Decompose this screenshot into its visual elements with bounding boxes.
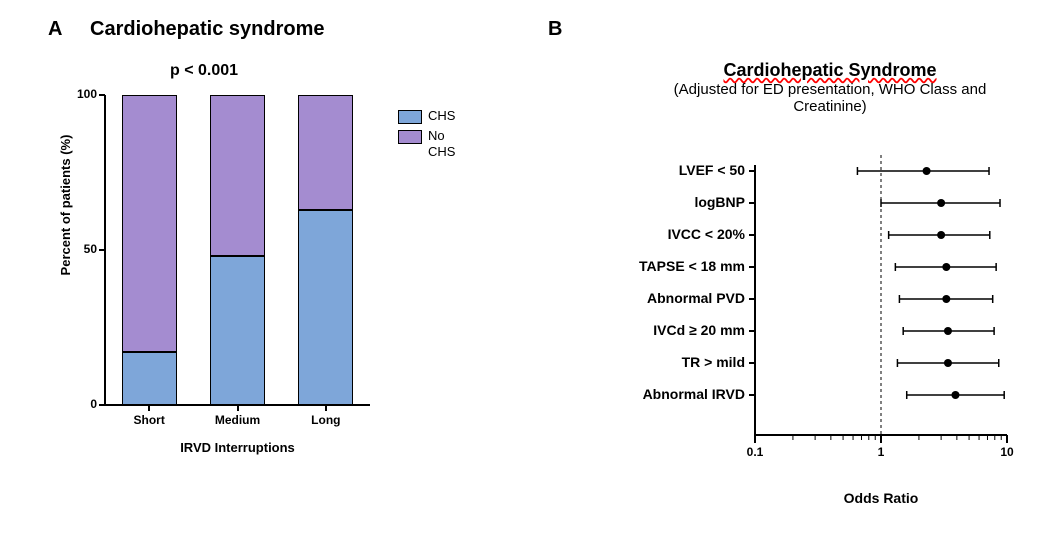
- panelA-xaxis-title: IRVD Interruptions: [105, 440, 370, 455]
- forest-marker: [944, 327, 952, 335]
- forest-xtick-label: 1: [861, 445, 901, 459]
- legend-swatch: [398, 130, 422, 144]
- panelA-chart: 050100ShortMediumLong: [105, 95, 370, 405]
- bar-segment: [122, 352, 177, 405]
- panelA-xtick: [148, 405, 150, 411]
- forest-marker: [923, 167, 931, 175]
- panelA-xtick-label: Long: [291, 413, 361, 427]
- panelA-xtick: [237, 405, 239, 411]
- panelA-ytick: [99, 249, 105, 251]
- forest-row-label: Abnormal IRVD: [580, 386, 745, 402]
- panelB-title-line2: (Adjusted for ED presentation, WHO Class…: [660, 81, 1000, 115]
- forest-marker: [951, 391, 959, 399]
- forest-row-label: logBNP: [580, 194, 745, 210]
- panelA-ytick: [99, 94, 105, 96]
- panelB-title-line1: Cardiohepatic Syndrome: [660, 60, 1000, 81]
- forest-row-label: IVCd ≥ 20 mm: [580, 322, 745, 338]
- panelB-xaxis-title: Odds Ratio: [755, 490, 1007, 506]
- forest-xtick-label: 10: [987, 445, 1027, 459]
- legend-label: NoCHS: [428, 128, 455, 160]
- panelA-pvalue: p < 0.001: [170, 62, 238, 80]
- forest-xtick-label: 0.1: [735, 445, 775, 459]
- forest-row-label: Abnormal PVD: [580, 290, 745, 306]
- forest-marker: [937, 231, 945, 239]
- bar-segment: [298, 95, 353, 210]
- forest-svg: [755, 155, 1007, 475]
- legend-item: CHS: [398, 108, 455, 124]
- panelA-xtick-label: Short: [114, 413, 184, 427]
- panelA-xtick: [325, 405, 327, 411]
- bar-segment: [298, 210, 353, 405]
- figure-root: A Cardiohepatic syndrome p < 0.001 05010…: [0, 0, 1060, 541]
- forest-marker: [942, 263, 950, 271]
- panelA-legend: CHS NoCHS: [398, 108, 455, 164]
- panelA-label: A: [48, 18, 62, 41]
- forest-marker: [937, 199, 945, 207]
- bar-segment: [210, 95, 265, 256]
- panelA-ytick-label: 0: [67, 397, 97, 411]
- panelB-label: B: [548, 18, 562, 41]
- forest-row-label: TR > mild: [580, 354, 745, 370]
- legend-swatch: [398, 110, 422, 124]
- bar-segment: [122, 95, 177, 352]
- panelB-forest: [755, 155, 1007, 455]
- panelA-yaxis-title: Percent of patients (%): [58, 80, 73, 330]
- legend-item: NoCHS: [398, 128, 455, 160]
- forest-row-label: LVEF < 50: [580, 162, 745, 178]
- forest-row-label: TAPSE < 18 mm: [580, 258, 745, 274]
- panelB-title: Cardiohepatic Syndrome (Adjusted for ED …: [660, 60, 1000, 115]
- forest-marker: [942, 295, 950, 303]
- forest-row-label: IVCC < 20%: [580, 226, 745, 242]
- forest-marker: [944, 359, 952, 367]
- panelA-xtick-label: Medium: [203, 413, 273, 427]
- panelA-title: Cardiohepatic syndrome: [90, 18, 325, 41]
- bar-segment: [210, 256, 265, 405]
- legend-label: CHS: [428, 108, 455, 124]
- panelA-ytick: [99, 404, 105, 406]
